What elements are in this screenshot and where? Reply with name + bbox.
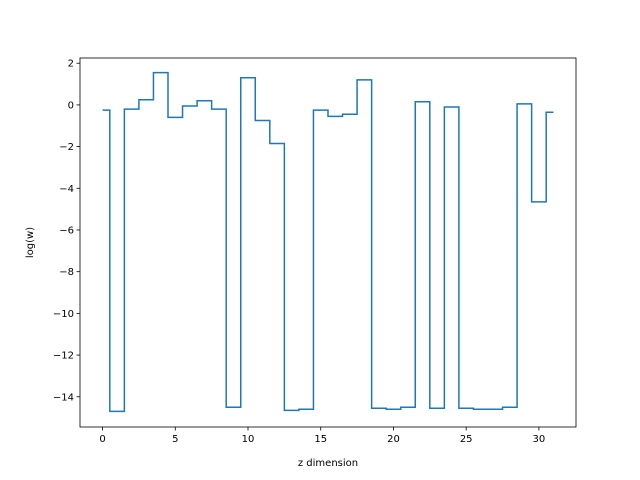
y-tick-label: −8 — [59, 267, 74, 278]
x-tick-label: 20 — [387, 434, 400, 445]
y-tick-label: −4 — [59, 184, 74, 195]
plot-area — [79, 57, 577, 428]
axes-frame — [79, 57, 577, 428]
y-axis-label: log(w) — [25, 227, 36, 258]
y-tick-label: −14 — [53, 392, 74, 403]
data-series-line — [102, 71, 554, 413]
y-tick-label: −12 — [53, 351, 74, 362]
x-tick-label: 25 — [460, 434, 473, 445]
y-tick-label: −6 — [59, 225, 74, 236]
x-tick-label: 30 — [533, 434, 546, 445]
y-tick-label: −10 — [53, 309, 74, 320]
y-tick-label: 0 — [68, 100, 74, 111]
x-tick-label: 0 — [99, 434, 105, 445]
y-tick-label: 2 — [68, 59, 74, 70]
x-axis-label: z dimension — [298, 458, 358, 469]
x-tick-label: 5 — [172, 434, 178, 445]
y-tick-label: −2 — [59, 142, 74, 153]
x-axis-ticks: 0 5 10 15 20 25 30 — [99, 427, 545, 445]
x-tick-label: 15 — [314, 434, 327, 445]
y-axis-ticks: 2 0 −2 −4 −6 −8 −10 −12 −14 — [53, 59, 80, 403]
x-tick-label: 10 — [242, 434, 255, 445]
